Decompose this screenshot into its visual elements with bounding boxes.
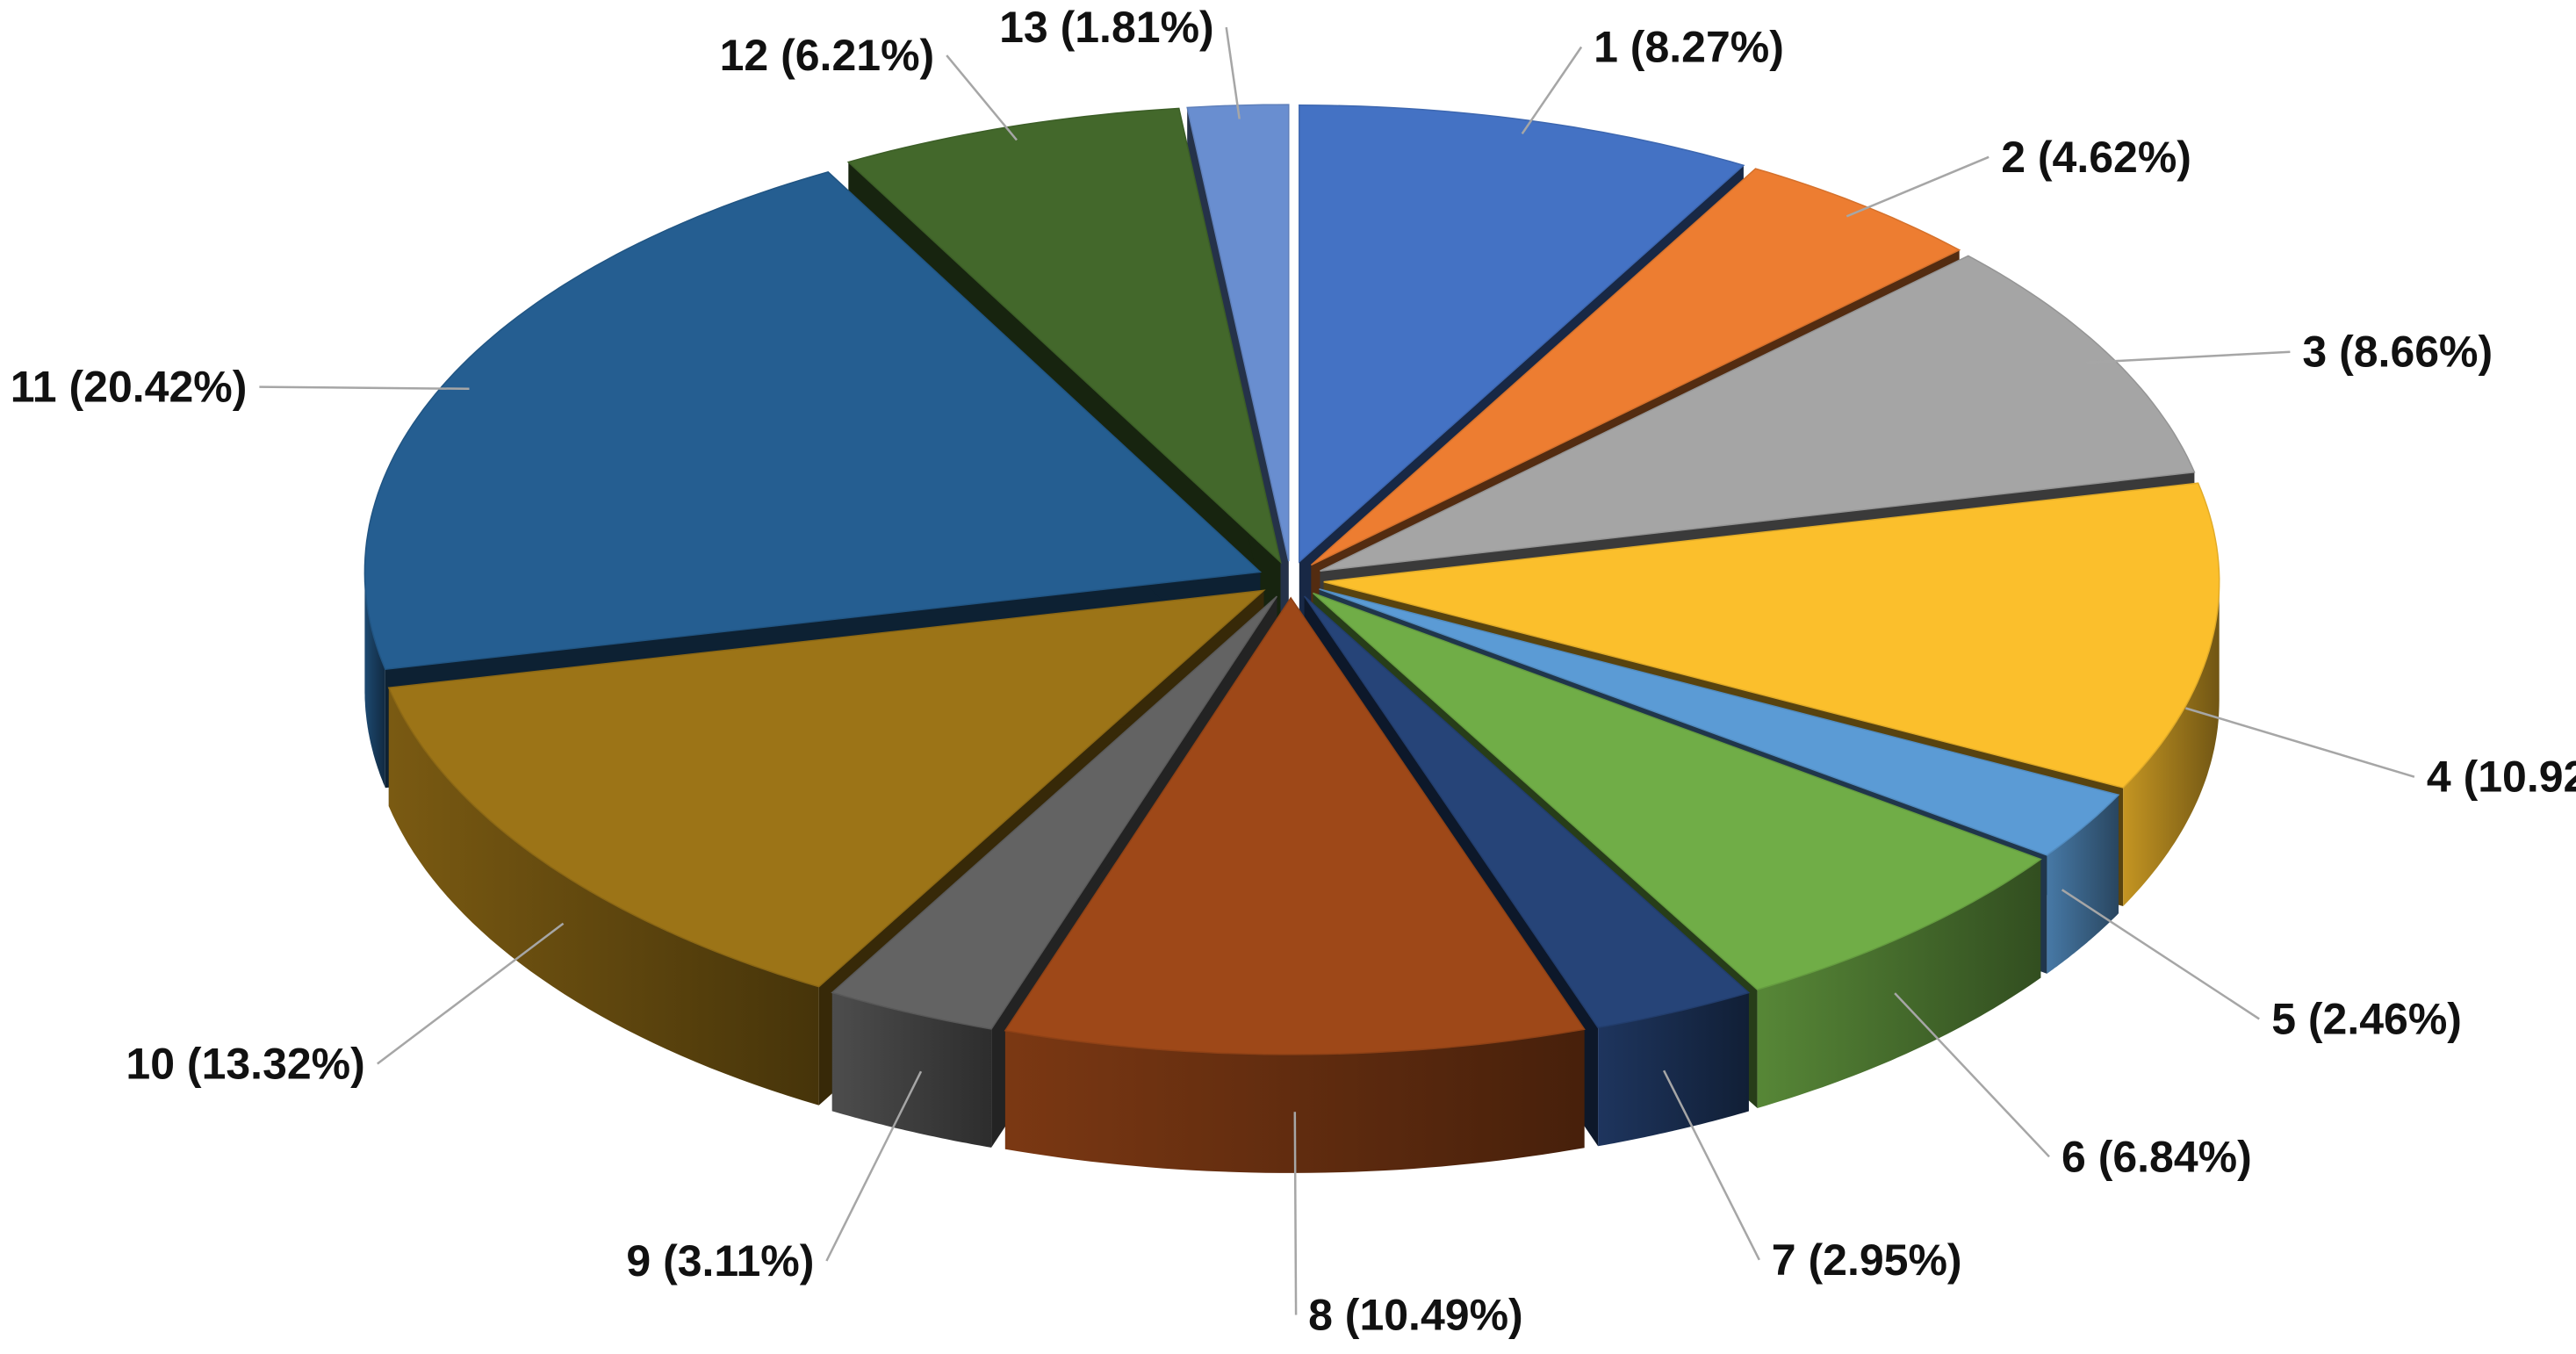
slice-6-top: [1313, 592, 2042, 990]
slice-8: [1004, 596, 1586, 1173]
data-label-8: 8 (10.49%): [1308, 1291, 1523, 1340]
slice-3-top: [1320, 255, 2196, 572]
data-label-9: 9 (3.11%): [626, 1236, 814, 1286]
slice-8-top: [1004, 596, 1586, 1055]
data-labels: 1 (8.27%) 2 (4.62%) 3 (8.66%) 4 (10.92%) 5 (…: [11, 3, 2576, 1339]
leader-line-2: [1846, 155, 1990, 218]
data-label-2: 2 (4.62%): [2001, 133, 2191, 182]
data-label-12: 12 (6.21%): [720, 31, 935, 80]
slice-10-outer-wall: [388, 688, 819, 1106]
leader-line-8: [1293, 1112, 1298, 1315]
leader-line-3: [2086, 350, 2291, 364]
slice-11-outer-wall: [364, 572, 385, 789]
slice-6-outer-wall: [1757, 859, 2041, 1108]
data-label-3: 3 (8.66%): [2302, 328, 2493, 377]
slice-12-top: [846, 107, 1282, 565]
data-label-1: 1 (8.27%): [1594, 23, 1784, 72]
data-label-11: 11 (20.42%): [11, 363, 248, 412]
data-label-7: 7 (2.95%): [1772, 1235, 1962, 1285]
leader-line-7: [1662, 1070, 1760, 1261]
slice-7-top: [1304, 595, 1751, 1029]
data-label-6: 6 (6.84%): [2062, 1132, 2252, 1181]
slice-9-top: [831, 595, 1278, 1030]
leader-line-5: [2061, 889, 2260, 1020]
slice-tops: [363, 104, 2220, 1173]
data-label-10: 10 (13.32%): [126, 1040, 364, 1089]
leader-line-11: [259, 385, 470, 391]
leader-line-6: [1894, 992, 2050, 1158]
slice-11-top: [363, 171, 1263, 671]
slice-4-top: [1323, 482, 2220, 789]
slice-4-outer-wall: [2123, 581, 2220, 906]
slice-1-top: [1299, 104, 1745, 564]
data-label-13: 13 (1.81%): [999, 3, 1214, 52]
leader-line-13: [1225, 26, 1241, 119]
slice-9-outer-wall: [831, 992, 992, 1148]
slice-5-outer-wall: [2047, 795, 2119, 974]
leader-line-10: [377, 922, 565, 1065]
leader-line-4: [2185, 707, 2415, 778]
data-label-4: 4 (10.92%): [2427, 753, 2576, 802]
slice-2-top: [1310, 168, 1961, 566]
slice-7-outer-wall: [1598, 992, 1749, 1147]
slice-5-top: [1319, 588, 2120, 856]
leader-line-9: [825, 1070, 923, 1262]
leader-line-1: [1521, 46, 1583, 135]
slice-10-top: [387, 589, 1266, 988]
slice-8-outer-wall: [1004, 1029, 1585, 1173]
leader-line-12: [946, 54, 1018, 141]
leader-lines: [259, 26, 2415, 1315]
data-label-5: 5 (2.46%): [2271, 994, 2462, 1043]
